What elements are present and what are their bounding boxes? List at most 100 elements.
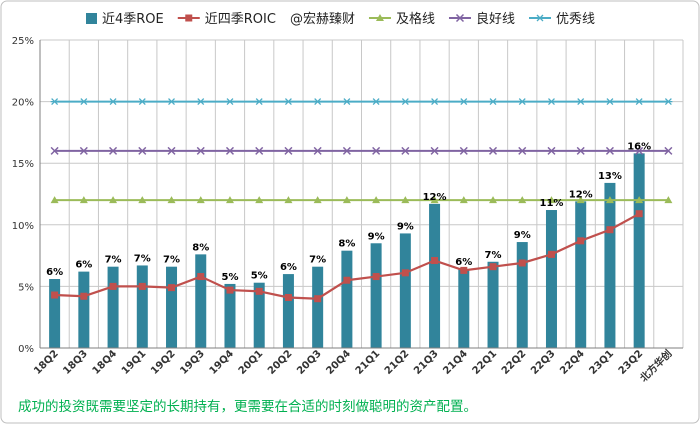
series-point [343, 276, 351, 284]
series-point [401, 146, 410, 155]
series-point [635, 196, 644, 204]
series-point [518, 146, 527, 155]
roe-data-label: 12% [423, 192, 447, 203]
roe-data-label: 16% [627, 141, 651, 152]
series-point [313, 146, 322, 155]
caption: 成功的投资既需要坚定的长期持有，更需要在合适的时刻做聪明的资产配置。 [18, 399, 477, 415]
series-point [284, 293, 292, 301]
series-point [664, 146, 673, 155]
series-point [255, 98, 264, 106]
series-point [576, 146, 585, 155]
roe-bar [458, 269, 470, 348]
series-point [138, 146, 147, 155]
roe-data-label: 9% [368, 231, 385, 242]
roe-data-label: 6% [280, 262, 297, 273]
roe-data-label: 6% [46, 267, 63, 278]
roe-bar [166, 266, 178, 348]
series-point [167, 196, 176, 204]
roe-bar [253, 282, 265, 348]
series-point [605, 146, 614, 155]
series-point [197, 273, 205, 281]
series-point [225, 196, 234, 204]
y-tick-label: 10% [12, 221, 34, 232]
series-point [109, 146, 118, 155]
series-point [342, 146, 351, 155]
roe-bar [341, 250, 353, 348]
series-point [664, 98, 673, 106]
series-point [50, 146, 59, 155]
series-point [79, 146, 88, 155]
roe-bar [516, 242, 528, 348]
roe-bar [604, 182, 616, 348]
series-point [50, 196, 59, 204]
bar-series [49, 153, 645, 348]
legend-label: 优秀线 [556, 12, 595, 27]
roe-data-label: 8% [338, 239, 355, 250]
series-point [518, 196, 527, 204]
series-point [225, 98, 234, 106]
series-point [459, 196, 468, 204]
legend-label: 近4季ROE [102, 12, 164, 27]
series-point [255, 287, 263, 295]
roe-bar [224, 283, 236, 348]
series-point [430, 146, 439, 155]
series-point [431, 257, 439, 265]
legend-label: 近四季ROIC [205, 12, 276, 27]
series-point [459, 146, 468, 155]
roe-bar [487, 261, 499, 348]
series-point [430, 98, 439, 106]
series-point [635, 210, 643, 218]
series-point [547, 196, 556, 204]
series-point [547, 98, 556, 106]
roe-data-label: 6% [75, 260, 92, 271]
series-point [255, 146, 264, 155]
series-point [342, 98, 351, 106]
series-point [313, 196, 322, 204]
series-point [51, 291, 59, 299]
series-point [79, 98, 88, 106]
series-point [255, 196, 264, 204]
series-point [313, 98, 322, 106]
roe-data-label: 6% [455, 257, 472, 268]
legend: 近4季ROE 近四季ROIC @宏赫臻财 及格线 良好线 优秀线 [86, 11, 595, 27]
legend-marker [375, 14, 384, 21]
series-point [488, 146, 498, 155]
series-point [284, 196, 293, 204]
series-point [109, 282, 117, 290]
roe-bar [575, 201, 587, 348]
y-tick-label: 25% [12, 36, 34, 47]
series-point [577, 237, 585, 245]
roe-data-label: 7% [134, 253, 151, 264]
roe-bar [136, 265, 148, 348]
series-point [196, 146, 205, 155]
legend-swatch [86, 13, 97, 24]
series-point [635, 98, 644, 106]
series-point [226, 286, 234, 294]
series-point [80, 292, 88, 300]
series-point [138, 196, 147, 204]
roe-data-label: 12% [569, 189, 593, 200]
roe-data-label: 7% [485, 250, 502, 261]
roe-data-label: 7% [163, 255, 180, 266]
roe-bar [312, 266, 324, 348]
series-point [372, 98, 381, 106]
legend-marker [455, 13, 465, 23]
series-point [314, 295, 322, 303]
series-point [109, 196, 118, 204]
series-point [109, 98, 118, 106]
legend-marker [185, 14, 193, 22]
roe-bar [78, 271, 90, 348]
series-point [196, 196, 205, 204]
series-point [138, 98, 147, 106]
series-point [518, 259, 526, 267]
roe-bar [49, 279, 61, 348]
series-point [605, 196, 614, 204]
series-point [605, 98, 614, 106]
series-point [489, 98, 498, 106]
series-point [401, 98, 410, 106]
y-axis: 0% 5% 10% 15% 20% 25% [12, 36, 41, 355]
roe-bar [399, 233, 411, 348]
series-point [167, 146, 176, 155]
series-point [489, 196, 498, 204]
roe-data-label: 5% [221, 272, 238, 283]
